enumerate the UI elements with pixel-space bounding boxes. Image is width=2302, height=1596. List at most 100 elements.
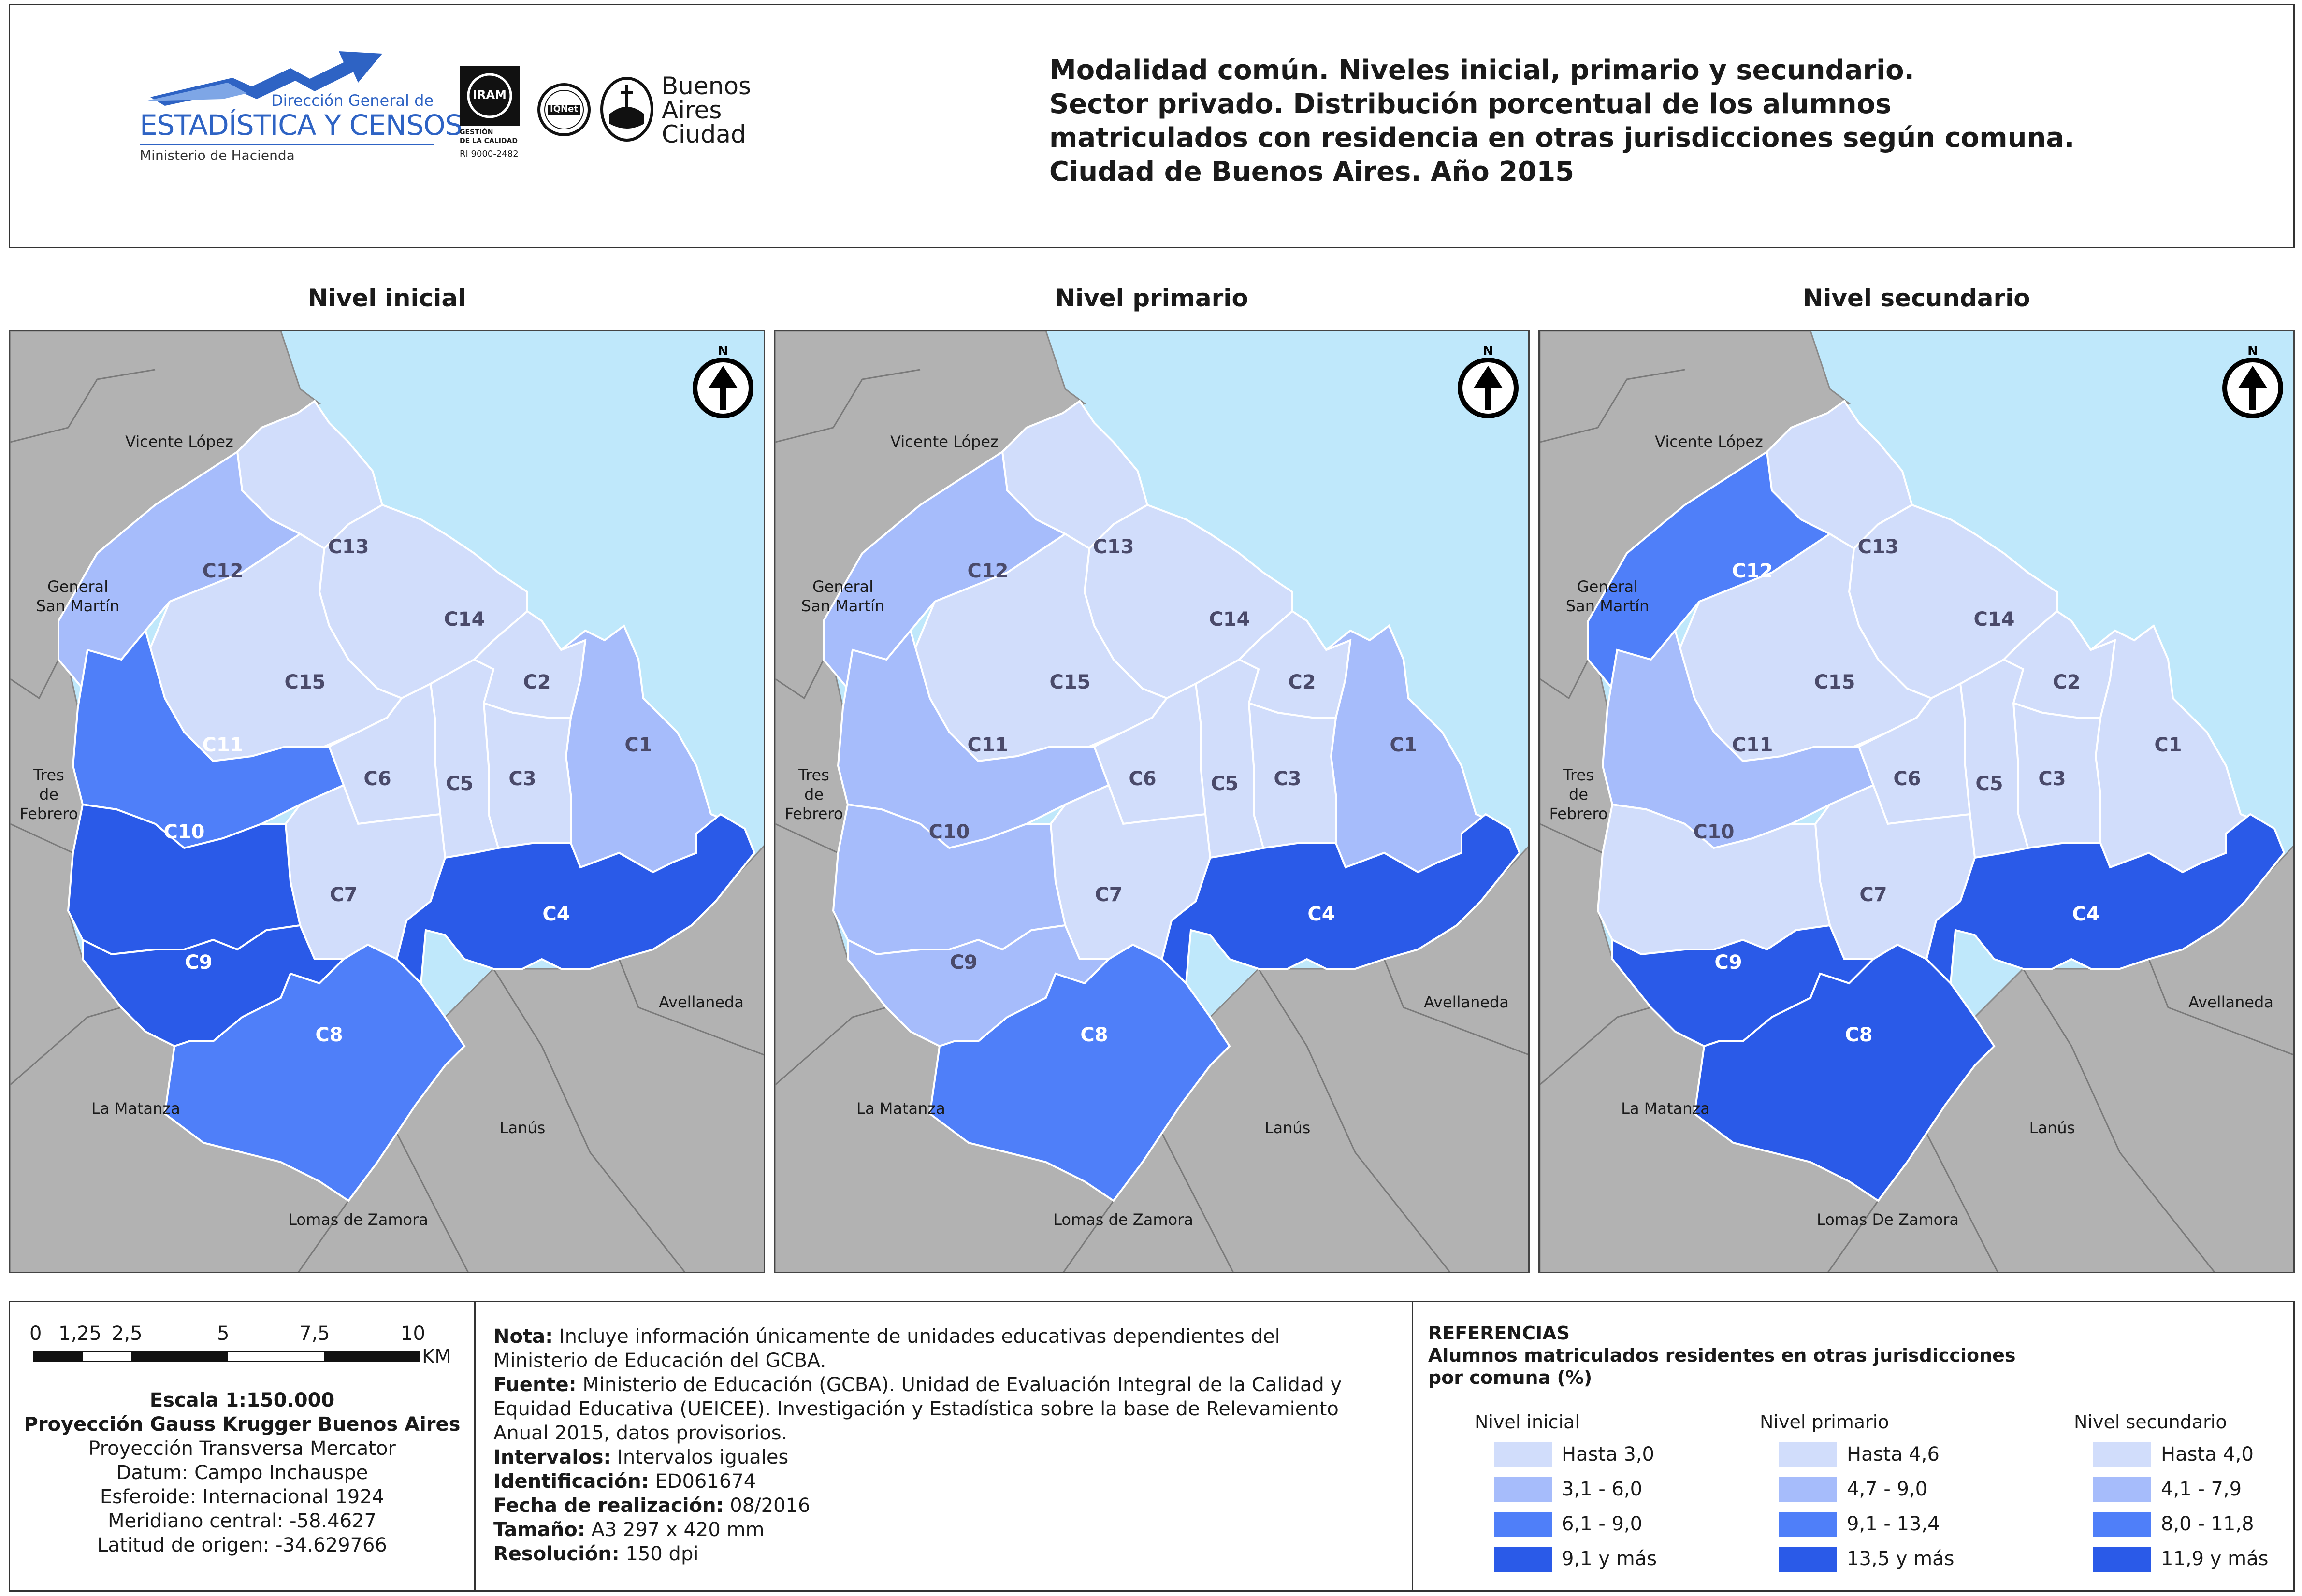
scale-tick-4: 7,5: [299, 1323, 330, 1345]
neighbor-label: La Matanza: [856, 1099, 945, 1118]
comuna-label-c7: C7: [1859, 884, 1887, 906]
legend-item-label: 9,1 y más: [1562, 1548, 1657, 1570]
comuna-label-c12: C12: [1732, 560, 1773, 582]
scale-tick-1: 1,25: [58, 1323, 102, 1345]
iram-logo: IRAM GESTIÓN DE LA CALIDAD RI 9000-2482: [460, 66, 522, 162]
comuna-label-c8: C8: [315, 1024, 343, 1046]
scale-line-5: Esferoide: Internacional 1924: [100, 1486, 385, 1508]
comuna-label-c2: C2: [2053, 671, 2080, 693]
legend-item-label: 11,9 y más: [2161, 1548, 2269, 1570]
note-resolucion-label: Resolución:: [493, 1543, 620, 1565]
legend-item-label: 4,1 - 7,9: [2161, 1478, 2242, 1500]
comuna-label-c11: C11: [1732, 734, 1773, 756]
map-svg: C13 C14 C12 C15 C2 C1 C3 C5 C6 C11 C7 C10 C9 C8 C4 Vice…: [10, 331, 764, 1272]
scale-tick-3: 5: [217, 1323, 230, 1345]
comuna-c4: [1925, 813, 2286, 986]
ba-ciudad-logo: Buenos Aires Ciudad: [600, 73, 764, 155]
legend-item-label: 13,5 y más: [1847, 1548, 1955, 1570]
neighbor-label: General: [1577, 577, 1638, 596]
legend-swatch: [1779, 1547, 1837, 1572]
comuna-label-c14: C14: [444, 608, 485, 631]
comuna-label-c3: C3: [508, 768, 536, 790]
comuna-label-c15: C15: [284, 671, 325, 693]
iqnet-seal-icon: [537, 83, 591, 136]
neighbor-label: Lomas de Zamora: [288, 1210, 428, 1229]
legend-swatch: [1779, 1512, 1837, 1537]
legend-subtitle-2: por comuna (%): [1428, 1367, 1593, 1388]
map-frame-secundario: C13 C14 C12 C15 C2 C1 C3 C5 C6 C11 C7 C10 C9 C8 C4 Vice…: [1538, 330, 2295, 1273]
map-svg: C13 C14 C12 C15 C2 C1 C3 C5 C6 C11 C7 C10 C9 C8 C4 Vice…: [1540, 331, 2293, 1272]
comuna-label-c15: C15: [1049, 671, 1090, 693]
note-resolucion: Resolución: 150 dpi: [493, 1542, 1402, 1566]
neighbor-label: de: [39, 785, 58, 804]
scale-tick-2: 2,5: [112, 1323, 143, 1345]
iram-text: IRAM: [473, 88, 507, 101]
note-intervalos-label: Intervalos:: [493, 1446, 611, 1468]
neighbor-label: Lomas de Zamora: [1053, 1210, 1193, 1229]
comuna-c8: [1693, 943, 1996, 1202]
legend-swatch: [1494, 1442, 1552, 1467]
comuna-label-c1: C1: [2154, 734, 2182, 756]
note-identificacion-label: Identificación:: [493, 1470, 649, 1493]
ba-shield-icon: [600, 77, 653, 142]
dgec-line1: Dirección General de: [271, 91, 434, 110]
legend-item-label: Hasta 3,0: [1562, 1443, 1654, 1466]
comuna-label-c5: C5: [446, 773, 473, 795]
dgec-line2: ESTADÍSTICA Y CENSOS: [140, 109, 463, 142]
comuna-label-c10: C10: [163, 821, 204, 843]
footer-divider-1: [474, 1302, 476, 1590]
neighbor-label: de: [804, 785, 824, 804]
legend-item-label: 4,7 - 9,0: [1847, 1478, 1928, 1500]
note-identificacion: Identificación: ED061674: [493, 1469, 1402, 1494]
legend-swatch: [2093, 1442, 2151, 1467]
neighbor-label: San Martín: [36, 597, 119, 615]
note-nota-label: Nota:: [493, 1325, 553, 1348]
note-tamano: Tamaño: A3 297 x 420 mm: [493, 1518, 1402, 1542]
neighbor-label: Tres: [33, 766, 64, 784]
neighbor-label: Avellaneda: [659, 993, 744, 1011]
legend-column-title: Nivel primario: [1760, 1411, 1889, 1433]
comuna-label-c9: C9: [185, 951, 212, 974]
map-frame-inicial: C13 C14 C12 C15 C2 C1 C3 C5 C6 C11 C7 C10 C9 C8 C4 Vice…: [9, 330, 765, 1273]
ba-line2: Aires: [662, 96, 722, 124]
note-resolucion-text: 150 dpi: [619, 1543, 699, 1565]
neighbor-label: Lanús: [1265, 1119, 1311, 1137]
note-fuente-text-3: Anual 2015, datos provisorios.: [493, 1422, 788, 1444]
note-fecha: Fecha de realización: 08/2016: [493, 1494, 1402, 1518]
map-title-primario: Nivel primario: [1055, 284, 1248, 312]
legend-swatch: [1494, 1477, 1552, 1502]
neighbor-label: Febrero: [785, 805, 843, 823]
comuna-label-c8: C8: [1845, 1024, 1872, 1046]
legend-item-label: Hasta 4,6: [1847, 1443, 1940, 1466]
neighbor-label: Vicente López: [890, 432, 999, 451]
scale-line-1: Escala 1:150.000: [149, 1389, 335, 1411]
header-box: Dirección General de ESTADÍSTICA Y CENSO…: [9, 4, 2295, 248]
north-arrow-icon: N: [2222, 344, 2283, 418]
comuna-label-c1: C1: [624, 734, 652, 756]
scale-line-3: Proyección Transversa Mercator: [88, 1438, 396, 1460]
comuna-label-c7: C7: [330, 884, 357, 906]
neighbor-label: Lomas De Zamora: [1817, 1210, 1959, 1229]
note-fecha-text: 08/2016: [724, 1495, 811, 1517]
scale-block: 0 1,25 2,5 5 7,5 10 KM Escala 1:150.000 …: [10, 1302, 474, 1590]
neighbor-label: La Matanza: [1621, 1099, 1710, 1118]
note-fuente: Fuente: Ministerio de Educación (GCBA). …: [493, 1373, 1402, 1445]
legend-swatch: [2093, 1512, 2151, 1537]
map-svg: C13 C14 C12 C15 C2 C1 C3 C5 C6 C11 C7 C10 C9 C8 C4 Vice…: [775, 331, 1528, 1272]
note-nota-text-2: Ministerio de Educación del GCBA.: [493, 1350, 826, 1372]
comuna-label-c12: C12: [202, 560, 243, 582]
neighbor-label: Lanús: [500, 1119, 546, 1137]
legend-item-label: 8,0 - 11,8: [2161, 1513, 2254, 1535]
comuna-label-c14: C14: [1209, 608, 1250, 631]
partido-boundaries: [10, 369, 764, 1272]
scale-tick-0: 0: [29, 1323, 42, 1345]
comuna-label-c6: C6: [363, 768, 391, 790]
north-label: N: [718, 344, 728, 359]
note-intervalos-text: Intervalos iguales: [611, 1446, 789, 1468]
neighbor-label: General: [47, 577, 108, 596]
title-line-1: Modalidad común. Niveles inicial, primar…: [1049, 55, 1914, 86]
notes-block: Nota: Incluye información únicamente de …: [493, 1324, 1402, 1566]
comuna-label-c4: C4: [542, 903, 570, 925]
legend-subtitle-1: Alumnos matriculados residentes en otras…: [1428, 1345, 2016, 1366]
comuna-label-c7: C7: [1095, 884, 1122, 906]
